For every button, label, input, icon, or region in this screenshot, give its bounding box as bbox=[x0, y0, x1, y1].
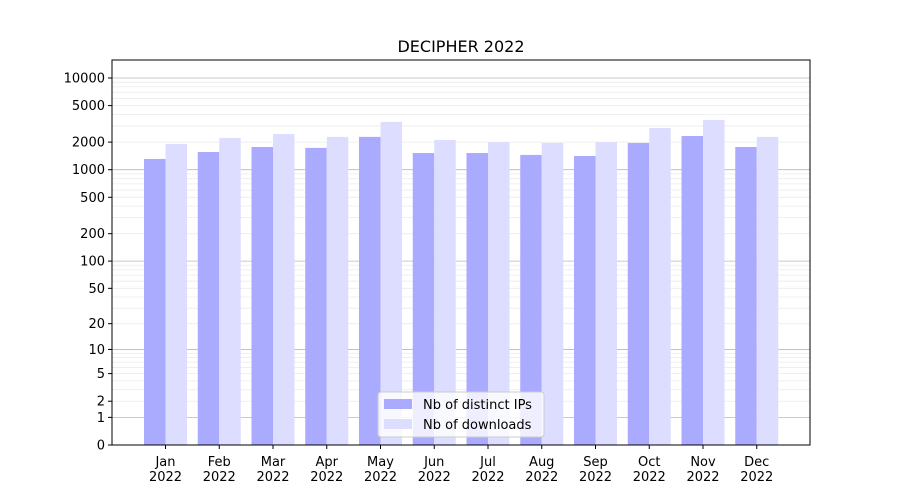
legend-label: Nb of downloads bbox=[423, 418, 532, 433]
y-tick-label: 100 bbox=[80, 255, 105, 270]
chart-title: DECIPHER 2022 bbox=[397, 37, 524, 56]
bar-downloads bbox=[219, 137, 241, 445]
y-tick-label: 1 bbox=[97, 411, 105, 426]
bar-downloads bbox=[434, 139, 456, 445]
x-tick-label: Sep 2022 bbox=[579, 455, 612, 485]
y-tick-label: 500 bbox=[80, 191, 105, 206]
bar-distinct-ips bbox=[197, 152, 220, 445]
bar-downloads bbox=[165, 143, 187, 445]
bar-distinct-ips bbox=[144, 158, 166, 445]
bar-downloads bbox=[649, 128, 671, 445]
bar-downloads bbox=[326, 136, 349, 445]
bar-downloads bbox=[703, 119, 725, 445]
x-tick-label: Dec 2022 bbox=[740, 455, 773, 485]
bar-distinct-ips bbox=[574, 156, 596, 446]
y-tick-label: 1000 bbox=[72, 163, 105, 178]
legend: Nb of distinct IPs Nb of downloads bbox=[377, 391, 545, 438]
bar-distinct-ips bbox=[466, 153, 488, 445]
y-tick-label: 10000 bbox=[64, 71, 105, 86]
bar-distinct-ips bbox=[412, 153, 435, 445]
bar-distinct-ips bbox=[681, 136, 703, 445]
x-tick-label: Jun 2022 bbox=[418, 455, 451, 485]
y-tick-label: 10 bbox=[88, 343, 105, 358]
y-tick-label: 50 bbox=[88, 282, 105, 297]
bar-distinct-ips bbox=[735, 146, 757, 445]
legend-swatch bbox=[384, 419, 412, 429]
axes-frame bbox=[111, 59, 811, 446]
bar-downloads bbox=[541, 142, 564, 446]
x-tick-label: Feb 2022 bbox=[203, 455, 236, 485]
y-tick-label: 5 bbox=[97, 367, 105, 382]
bar-downloads bbox=[273, 134, 295, 445]
bar-downloads bbox=[595, 142, 617, 445]
x-tick-label: Oct 2022 bbox=[633, 455, 666, 485]
y-tick-label: 2000 bbox=[72, 136, 105, 151]
bar-downloads bbox=[488, 142, 510, 445]
legend-box bbox=[377, 391, 545, 438]
legend-swatch bbox=[384, 399, 412, 409]
bar-distinct-ips bbox=[359, 136, 381, 445]
x-tick-label: Nov 2022 bbox=[686, 455, 719, 485]
bar-downloads bbox=[756, 136, 779, 445]
y-tick-label: 20 bbox=[88, 317, 105, 332]
x-tick-label: Jan 2022 bbox=[149, 455, 182, 485]
x-tick-label: Apr 2022 bbox=[310, 455, 343, 485]
y-tick-label: 200 bbox=[80, 227, 105, 242]
bar-distinct-ips bbox=[251, 146, 273, 445]
x-tick-label: May 2022 bbox=[364, 455, 397, 485]
x-tick-label: Mar 2022 bbox=[256, 455, 289, 485]
bar-downloads bbox=[380, 121, 402, 445]
legend-label: Nb of distinct IPs bbox=[423, 398, 532, 413]
bar-distinct-ips bbox=[520, 154, 542, 446]
x-tick-label: Aug 2022 bbox=[525, 455, 558, 485]
x-tick-label: Jul 2022 bbox=[471, 455, 504, 485]
bar-distinct-ips bbox=[305, 147, 327, 446]
y-tick-label: 5000 bbox=[72, 99, 105, 114]
bar-distinct-ips bbox=[627, 142, 650, 446]
y-tick-label: 0 bbox=[97, 439, 105, 454]
y-tick-label: 2 bbox=[97, 395, 105, 410]
